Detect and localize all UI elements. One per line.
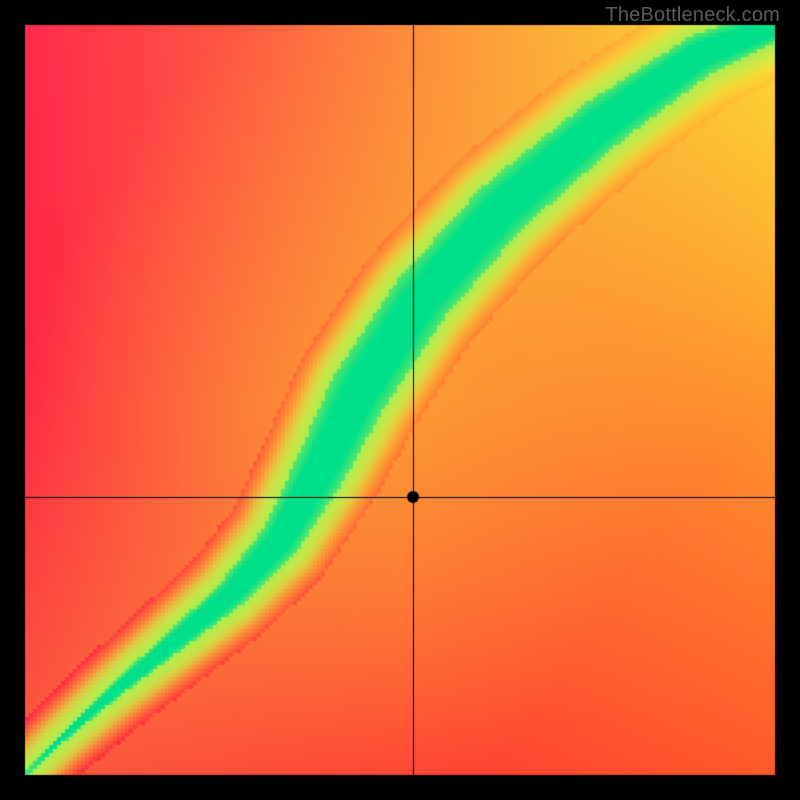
watermark: TheBottleneck.com <box>605 4 780 27</box>
bottleneck-heatmap <box>0 0 800 800</box>
